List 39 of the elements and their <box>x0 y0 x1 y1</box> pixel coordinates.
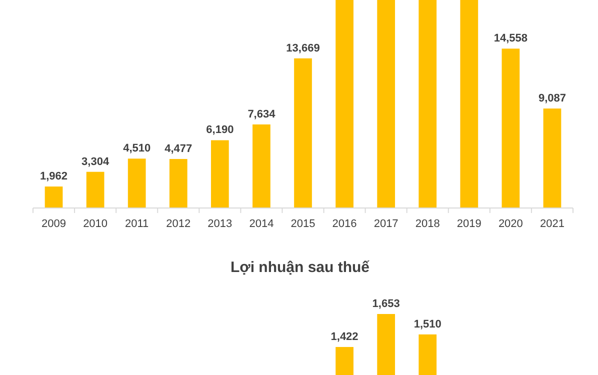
x-tick-label: 2021 <box>540 218 564 230</box>
bar <box>252 124 270 208</box>
x-tick-label: 2011 <box>125 218 149 230</box>
chart-title: Lợi nhuận sau thuế <box>230 259 370 276</box>
x-tick-label: 2016 <box>332 218 357 230</box>
bar <box>460 0 478 208</box>
bar <box>294 58 312 208</box>
bar <box>44 186 63 208</box>
data-label: 1,653 <box>372 298 400 310</box>
bar <box>543 108 562 208</box>
data-label: 14,558 <box>494 32 528 45</box>
bar <box>502 48 520 208</box>
data-label: 7,634 <box>248 108 276 120</box>
x-tick-label: 2012 <box>166 218 191 230</box>
x-tick-label: 2017 <box>374 218 398 230</box>
data-label: 1,422 <box>330 330 358 343</box>
data-label: 3,304 <box>82 156 110 168</box>
data-label: 4,510 <box>123 142 151 155</box>
data-label: 1,510 <box>414 318 442 330</box>
bar <box>377 0 396 208</box>
bar <box>169 158 188 208</box>
x-tick-label: 2015 <box>290 218 316 230</box>
data-label: 4,477 <box>164 142 192 155</box>
bar <box>86 172 104 208</box>
data-label: 6,190 <box>206 124 234 136</box>
x-tick-label: 2010 <box>83 218 108 230</box>
data-label: 1,962 <box>40 170 68 183</box>
bar <box>210 140 229 208</box>
data-label: 9,087 <box>538 92 566 105</box>
bar <box>336 0 354 208</box>
x-tick-label: 2018 <box>415 218 440 230</box>
x-tick-label: 2013 <box>208 218 232 230</box>
data-label: 13,669 <box>286 42 320 54</box>
x-tick-label: 2009 <box>42 218 66 230</box>
x-tick-label: 2020 <box>498 218 523 230</box>
bar <box>418 0 437 208</box>
x-tick-label: 2019 <box>456 218 482 230</box>
bar <box>128 158 146 208</box>
x-tick-label: 2014 <box>249 218 274 230</box>
